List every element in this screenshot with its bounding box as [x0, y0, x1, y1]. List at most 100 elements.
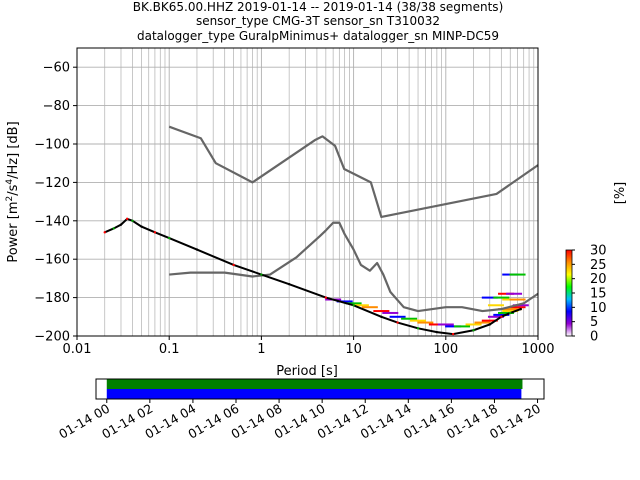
x-tick-label: 0.01 [63, 342, 92, 357]
x-tick-label: 0.1 [159, 342, 180, 357]
y-axis-ticks: −200 −180 −160 −140 −120 −100 −80 −60 [34, 61, 77, 345]
psd-spread-cell [487, 315, 504, 318]
psd-spread-cell [454, 325, 471, 328]
psd-spread-cell [382, 311, 399, 314]
y-tick-label: −60 [43, 61, 70, 76]
psd-mode-point [519, 307, 522, 311]
psd-spread-cell [437, 323, 454, 326]
psd-spread-cell [509, 273, 526, 276]
psd-spread-cell [465, 323, 482, 326]
coverage-bar [106, 389, 522, 399]
plot-background [77, 48, 538, 336]
colorbar-gradient [565, 249, 573, 337]
psd-mode-point [488, 323, 491, 326]
plot-frame [76, 47, 539, 337]
psd-spread-cell [502, 310, 519, 313]
psd-mode-point [435, 330, 439, 334]
title-line-1: BK.BK65.00.HHZ 2019-01-14 -- 2019-01-14 … [133, 0, 504, 14]
coverage-bar [106, 379, 523, 389]
y-axis-label: Power [m2/s4/Hz] [dB] [5, 121, 21, 262]
psd-mode-point [232, 263, 235, 267]
psd-spread-cell [445, 325, 462, 328]
psd-spread-cell [487, 304, 504, 307]
psd-spread-cell [498, 311, 515, 314]
psd-mode-point [112, 227, 115, 230]
psd-spread-cell [401, 317, 418, 320]
x-tick-label: 1000 [521, 342, 554, 357]
psd-mode-point [500, 315, 503, 318]
colorbar-label: [%] [613, 182, 628, 205]
x-axis-label: Period [s] [276, 364, 338, 379]
psd-spread [325, 273, 529, 328]
ppsd-plot: 0.01 0.1 1 10 100 1000 −200 −180 −160 −140 −120 −1… [5, 47, 555, 379]
psd-spread-cell [481, 296, 498, 299]
psd-mode-point [260, 273, 263, 276]
psd-mode-point [451, 332, 455, 336]
psd-spread-cell [509, 298, 526, 301]
noise-model-nlnm [169, 221, 539, 313]
psd-spread-cell [498, 292, 515, 295]
psd-mode-point [380, 315, 383, 318]
psd-spread-cell [506, 308, 523, 311]
psd-spread-cell [373, 310, 390, 313]
colorbar-tick-label: 0 [590, 330, 598, 345]
x-tick-label: 1 [257, 342, 265, 357]
psd-spread-cell [481, 319, 498, 322]
psd-spread-cell [493, 296, 510, 299]
noise-models [168, 125, 539, 313]
psd-mode-point [509, 311, 512, 315]
psd-mode-point [287, 282, 291, 286]
psd-mode-point [195, 248, 199, 251]
psd-spread-cell [345, 302, 362, 305]
psd-mode-point [103, 231, 106, 234]
psd-mode-point [416, 327, 420, 330]
y-tick-label: −160 [34, 253, 70, 268]
psd-spread-cell [417, 321, 434, 324]
colorbar-tick-label: 25 [590, 258, 607, 273]
psd-spread-cell [428, 323, 445, 326]
y-tick-label: −80 [43, 99, 70, 114]
psd-mode-point [472, 329, 475, 332]
title-line-3: datalogger_type GuralpMinimus+ datalogge… [137, 29, 499, 43]
psd-spread-cell [493, 313, 510, 316]
psd-spread-cell [512, 304, 529, 307]
psd-spread-cell [361, 306, 378, 309]
psd-spread-cell [389, 315, 406, 318]
psd-mode-point [324, 296, 328, 299]
psd-spread-cell [509, 306, 526, 309]
psd-mode-point [352, 304, 355, 307]
colorbar-tick-label: 20 [590, 272, 607, 287]
y-tick-label: −100 [34, 138, 70, 153]
psd-mode-point [153, 231, 157, 234]
title-line-2: sensor_type CMG-3T sensor_sn T310032 [196, 14, 440, 28]
timeline-border [95, 378, 545, 400]
psd-mode-point [131, 219, 134, 222]
y-tick-label: −140 [34, 214, 70, 229]
noise-model-nhnm [168, 125, 539, 219]
psd-spread-cell [410, 319, 427, 322]
psd-mode-point [396, 321, 399, 324]
psd-mode-point [168, 236, 171, 240]
y-tick-label: −120 [34, 176, 70, 191]
psd-mode-point [125, 217, 129, 221]
x-tick-label: 100 [433, 342, 458, 357]
psd-mode-point [119, 223, 123, 226]
y-tick-label: −180 [34, 291, 70, 306]
y-tick-label: −200 [34, 330, 70, 345]
colorbar-tick-label: 10 [590, 301, 607, 316]
psd-spread-cell [474, 321, 491, 324]
psd-mode-curve [103, 217, 522, 336]
colorbar-tick-label: 15 [590, 287, 607, 302]
psd-spread-cell [498, 308, 515, 311]
psd-spread-cell [352, 304, 369, 307]
x-tick-label: 10 [345, 342, 362, 357]
colorbar-tick-label: 5 [590, 315, 598, 330]
x-axis-ticks: 0.01 0.1 1 10 100 1000 [63, 336, 555, 357]
psd-mode-point [140, 225, 143, 228]
psd-spread-cell [506, 292, 523, 295]
